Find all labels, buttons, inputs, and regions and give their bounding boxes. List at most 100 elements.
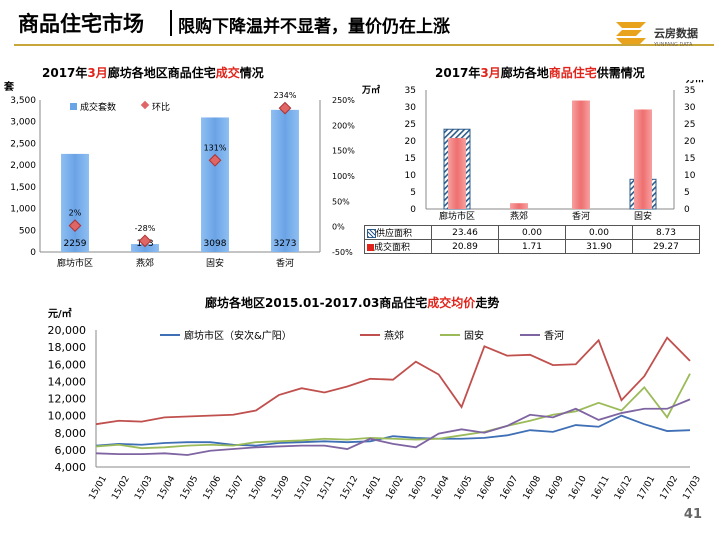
chart3-line-1 <box>95 336 691 426</box>
chart3-title: 廊坊各地区2015.01-2017.03商品住宅成交均价走势 <box>205 294 499 311</box>
chart2-ylabel: 万㎡ <box>361 84 380 96</box>
supply-cell: 0.00 <box>565 225 633 240</box>
chart3-xtick: 17/03 <box>681 474 703 501</box>
chart1-bar <box>61 153 89 252</box>
chart1-y2tick: 100% <box>332 172 355 181</box>
chart3-xtick: 15/12 <box>339 474 361 501</box>
chart1-ylabel: 套 <box>3 80 15 93</box>
chart2-ytick-right: 10 <box>684 171 696 181</box>
chart2-ytick: 0 <box>410 205 416 215</box>
chart1-mom-point <box>208 153 222 167</box>
chart3-xtick: 15/11 <box>316 474 338 501</box>
chart1-mom-point <box>138 234 152 248</box>
page-subtitle: 限购下降温并不显著，量价仍在上涨 <box>178 17 450 37</box>
chart3-xtick: 16/07 <box>499 474 521 501</box>
chart1-y2tick: 150% <box>332 147 355 156</box>
chart2-title-part: 3月 <box>480 66 501 80</box>
logo-tagline: YUNFANG DATA <box>653 42 693 48</box>
chart3-xtick: 15/09 <box>270 474 292 502</box>
chart3-ytick: 10,000 <box>48 410 87 423</box>
chart3-xtick: 15/07 <box>225 474 247 501</box>
chart1-y2tick: 0% <box>332 223 345 232</box>
chart1-xtick: 廊坊市区 <box>57 257 93 269</box>
chart1-ytick: 1,500 <box>10 183 36 193</box>
chart3-ytick: 20,000 <box>48 324 87 337</box>
chart1-ytick: 500 <box>19 226 36 236</box>
chart3-line-0 <box>95 414 691 447</box>
chart3-ytick: 16,000 <box>48 358 87 371</box>
chart1-bar-label: 2259 <box>64 239 87 249</box>
chart1-legend-swatch-mom <box>140 100 150 110</box>
chart1-y2tick: 50% <box>332 197 350 206</box>
legend-deal: 成交面积 <box>364 239 432 254</box>
chart3-ytick: 18,000 <box>48 341 87 354</box>
chart2-ytick-right: 25 <box>684 120 695 130</box>
chart2-xtick: 廊坊市区 <box>439 210 475 222</box>
deal-cell: 20.89 <box>431 239 499 254</box>
chart3-xtick: 16/05 <box>453 474 475 501</box>
title-divider <box>170 10 172 36</box>
chart1-ytick: 0 <box>30 248 36 258</box>
legend-supply: 供应面积 <box>364 225 432 240</box>
chart3-xtick: 15/08 <box>247 474 269 502</box>
chart1-title-part: 成交 <box>215 66 240 80</box>
chart2-ytick: 5 <box>410 188 416 198</box>
chart1-legend-mom: 环比 <box>152 101 170 113</box>
chart3-xtick: 16/03 <box>407 474 429 501</box>
chart1-bar <box>271 109 299 253</box>
chart3-xtick: 15/10 <box>293 474 315 502</box>
chart3-xtick: 15/05 <box>179 474 201 501</box>
chart1-y2tick: 250% <box>332 96 355 105</box>
supply-cell: 0.00 <box>498 225 566 240</box>
chart3-legend-label: 香河 <box>544 330 564 342</box>
chart3-xtick: 17/02 <box>659 474 681 501</box>
chart1-ytick: 2,000 <box>10 161 36 171</box>
chart3-price-trend: 元/㎡ 4,000 6,000 8,000 10,000 12,000 14,000 16,0… <box>48 307 704 502</box>
chart3-xtick: 16/10 <box>567 474 589 502</box>
chart3-xtick: 15/06 <box>202 474 224 502</box>
chart3-ylabel: 元/㎡ <box>48 307 72 320</box>
chart1-bar-label: 3098 <box>204 239 227 249</box>
chart3-xtick: 16/09 <box>544 474 566 502</box>
deal-cell: 29.27 <box>632 239 700 254</box>
chart2-ytick-right: 30 <box>684 103 696 113</box>
supply-cell: 23.46 <box>431 225 499 240</box>
chart3-xtick: 16/12 <box>613 474 635 501</box>
chart2-ytick: 20 <box>405 137 417 147</box>
chart2-ytick-right: 15 <box>684 154 695 164</box>
chart1-xtick: 燕郊 <box>136 257 154 269</box>
deal-series-name: 成交面积 <box>374 243 411 253</box>
chart3-xtick: 16/06 <box>476 474 498 502</box>
chart2-deal-bar <box>448 137 466 209</box>
chart3-legend-label: 固安 <box>464 329 484 342</box>
chart2-ylabel-right: 万㎡ <box>685 80 704 85</box>
chart3-legend-label: 廊坊市区（安次&广阳） <box>184 329 292 342</box>
chart1-bar-label: 3273 <box>274 239 297 249</box>
chart1-xtick: 固安 <box>206 257 224 269</box>
chart3-ytick: 14,000 <box>48 375 87 388</box>
chart1-mom-label: 234% <box>274 91 297 100</box>
chart2-ytick: 30 <box>405 103 417 113</box>
chart2-xtick: 燕郊 <box>510 210 528 222</box>
chart1-title: 2017年3月廊坊各地区商品住宅成交情况 <box>42 64 264 81</box>
chart2-title-part: 供需情况 <box>596 66 645 80</box>
chart1-mom-point <box>278 101 292 115</box>
chart2-ytick: 25 <box>405 120 416 130</box>
chart3-xtick: 16/01 <box>362 474 384 501</box>
chart1-xtick: 香河 <box>276 257 294 269</box>
chart1-ytick: 3,000 <box>10 118 36 128</box>
chart1-legend-swatch-bar <box>70 103 77 110</box>
chart3-xtick: 16/08 <box>522 474 544 502</box>
chart1-ytick: 2,500 <box>10 139 36 149</box>
chart3-xtick: 17/01 <box>636 474 658 501</box>
chart1-y2tick: 200% <box>332 121 355 130</box>
chart3-ytick: 12,000 <box>48 393 87 406</box>
supply-series-name: 供应面积 <box>376 229 413 239</box>
chart1-mom-label: -28% <box>135 224 156 233</box>
chart1-deal-units: 套 0 500 1,000 1,500 2,000 2,500 3,000 3,500 -50% 0… <box>3 80 355 269</box>
chart3-xtick: 16/04 <box>430 474 452 502</box>
chart2-ytick: 10 <box>405 171 417 181</box>
page-number: 41 <box>683 507 702 522</box>
chart1-mom-label: 131% <box>204 143 227 152</box>
